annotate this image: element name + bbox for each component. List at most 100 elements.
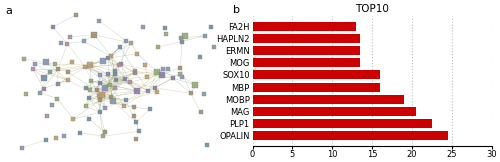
Point — [169, 77, 177, 80]
Point — [130, 105, 138, 108]
Title: TOP10: TOP10 — [355, 4, 389, 14]
Point — [50, 63, 58, 66]
Point — [154, 46, 162, 48]
Point — [82, 105, 90, 108]
Point — [102, 87, 110, 89]
Point — [122, 99, 130, 102]
Point — [159, 68, 167, 70]
Bar — [252, 82, 380, 92]
Point — [210, 46, 218, 48]
Point — [66, 35, 74, 38]
Point — [181, 34, 189, 37]
Point — [196, 55, 203, 58]
Point — [98, 94, 106, 97]
Point — [127, 42, 135, 45]
Point — [178, 40, 186, 43]
Point — [72, 13, 80, 16]
Point — [57, 41, 65, 44]
Point — [176, 73, 184, 75]
Point — [99, 135, 107, 137]
Point — [207, 26, 215, 29]
Point — [116, 46, 124, 48]
Point — [18, 146, 26, 149]
Point — [164, 68, 172, 70]
Bar — [252, 95, 404, 104]
Point — [121, 78, 129, 80]
Point — [44, 115, 52, 118]
Bar — [252, 46, 360, 55]
Point — [84, 117, 92, 120]
Point — [32, 63, 40, 66]
Point — [132, 121, 140, 123]
Point — [152, 87, 160, 89]
Point — [87, 80, 95, 82]
Point — [133, 90, 141, 92]
Point — [132, 137, 140, 140]
Point — [160, 26, 168, 29]
Point — [42, 139, 50, 141]
Point — [134, 52, 141, 55]
Point — [107, 96, 115, 98]
Point — [178, 76, 186, 78]
Bar — [252, 131, 448, 140]
Point — [76, 132, 84, 134]
Point — [86, 89, 94, 92]
Point — [115, 64, 123, 66]
Point — [54, 68, 62, 70]
Point — [64, 71, 72, 74]
Point — [101, 131, 109, 133]
Point — [200, 93, 208, 96]
Point — [48, 104, 56, 107]
Point — [95, 19, 103, 22]
Point — [117, 63, 125, 65]
Point — [96, 98, 104, 101]
Point — [92, 89, 100, 92]
Point — [154, 71, 162, 74]
Bar — [252, 34, 360, 43]
Point — [202, 34, 209, 37]
Point — [94, 94, 102, 97]
Point — [203, 143, 211, 146]
Point — [152, 91, 160, 93]
Point — [186, 92, 194, 95]
Point — [36, 91, 44, 94]
Bar — [252, 58, 360, 67]
Point — [104, 57, 112, 59]
Point — [52, 137, 60, 139]
Point — [111, 72, 119, 75]
Point — [122, 39, 130, 42]
Point — [82, 87, 90, 89]
Point — [96, 73, 104, 76]
Point — [100, 107, 108, 109]
Bar — [252, 22, 356, 31]
Point — [135, 130, 143, 133]
Point — [196, 111, 204, 113]
Point — [107, 55, 115, 58]
Point — [126, 81, 134, 83]
Point — [42, 61, 50, 64]
Point — [106, 83, 114, 86]
Point — [120, 104, 128, 107]
Point — [85, 97, 93, 99]
Point — [130, 115, 138, 118]
Point — [111, 87, 119, 90]
Bar — [252, 107, 416, 116]
Point — [131, 71, 139, 74]
Point — [80, 40, 88, 43]
Point — [40, 87, 48, 90]
Point — [96, 111, 104, 113]
Point — [98, 60, 106, 63]
Point — [20, 58, 28, 60]
Point — [86, 63, 94, 66]
Bar — [252, 119, 432, 128]
Text: b: b — [234, 5, 240, 15]
Bar — [252, 70, 380, 80]
Point — [60, 135, 68, 138]
Point — [64, 79, 72, 81]
Text: a: a — [5, 6, 12, 17]
Point — [142, 75, 150, 78]
Point — [109, 100, 117, 102]
Point — [90, 33, 98, 36]
Point — [176, 66, 184, 69]
Point — [81, 66, 89, 68]
